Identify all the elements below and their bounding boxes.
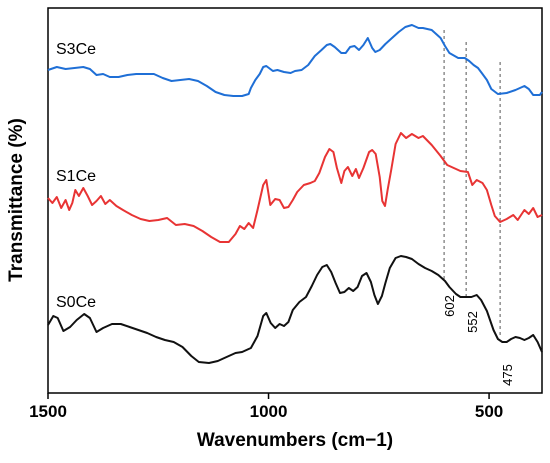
series-line-s0ce <box>47 255 543 364</box>
reference-lines <box>443 30 501 338</box>
series-label-s1ce: S1Ce <box>56 168 96 185</box>
x-ticks: 1500 1000 500 <box>29 393 503 421</box>
annotation-602: 602 <box>442 295 457 317</box>
series-line-s3ce <box>47 24 543 97</box>
plot-frame <box>47 7 543 394</box>
series-lines <box>47 24 543 364</box>
x-tick-label-1500: 1500 <box>29 402 67 421</box>
x-tick-label-500: 500 <box>475 402 503 421</box>
x-tick-label-1000: 1000 <box>250 402 288 421</box>
annotation-552: 552 <box>465 311 480 333</box>
x-axis-label: Wavenumbers (cm−1) <box>197 430 393 451</box>
series-label-s3ce: S3Ce <box>56 41 96 58</box>
series-line-s1ce <box>47 132 543 243</box>
series-label-s0ce: S0Ce <box>56 294 96 311</box>
y-axis-label: Transmittance (%) <box>6 118 27 282</box>
annotation-475: 475 <box>500 364 515 386</box>
